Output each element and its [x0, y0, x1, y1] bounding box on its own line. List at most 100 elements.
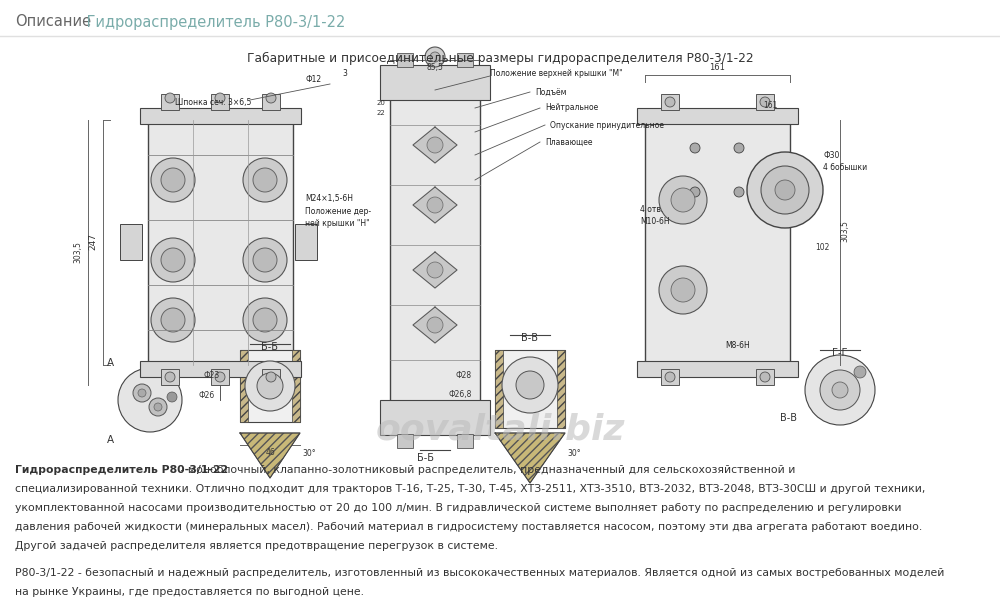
Bar — [637, 108, 798, 124]
Text: 20: 20 — [376, 100, 385, 106]
Text: 303,5: 303,5 — [74, 241, 82, 263]
Bar — [161, 94, 179, 110]
Circle shape — [427, 317, 443, 333]
Text: давления рабочей жидкости (минеральных масел). Рабочий материал в гидросистему п: давления рабочей жидкости (минеральных м… — [15, 522, 922, 532]
Polygon shape — [413, 127, 457, 163]
Bar — [240, 350, 300, 422]
Bar — [397, 434, 413, 448]
Polygon shape — [413, 307, 457, 343]
Text: Описание: Описание — [15, 14, 91, 29]
Text: 85,5: 85,5 — [427, 63, 443, 72]
Text: ней крышки "Н": ней крышки "Н" — [305, 219, 370, 228]
Text: Ф12: Ф12 — [305, 75, 321, 84]
Circle shape — [118, 368, 182, 432]
Bar — [390, 95, 480, 405]
Text: А: А — [106, 358, 114, 368]
Text: Ф26: Ф26 — [199, 390, 215, 399]
Bar — [140, 108, 301, 124]
Bar — [495, 350, 503, 428]
Circle shape — [215, 93, 225, 103]
Text: В-В: В-В — [780, 413, 797, 423]
Text: 4 бобышки: 4 бобышки — [823, 163, 867, 172]
Circle shape — [690, 143, 700, 153]
Text: 247: 247 — [88, 233, 98, 251]
Circle shape — [151, 238, 195, 282]
Polygon shape — [413, 187, 457, 223]
Circle shape — [253, 308, 277, 332]
Circle shape — [133, 384, 151, 402]
Bar — [637, 361, 798, 377]
Circle shape — [760, 97, 770, 107]
Bar — [211, 94, 229, 110]
Bar — [262, 94, 280, 110]
Text: Ф26,8: Ф26,8 — [449, 390, 472, 399]
Text: Положение дер-: Положение дер- — [305, 208, 371, 216]
Text: Гидрораспределитель Р80-3/1-22: Гидрораспределитель Р80-3/1-22 — [15, 465, 228, 475]
Text: Габаритные и присоединительные размеры гидрораспределителя Р80-3/1-22: Габаритные и присоединительные размеры г… — [247, 52, 753, 65]
Text: Опускание принудительное: Опускание принудительное — [550, 121, 664, 130]
Bar — [661, 369, 679, 385]
Text: укомплектованной насосами производительностью от 20 до 100 л/мин. В гидравлическ: укомплектованной насосами производительн… — [15, 503, 902, 513]
Text: 30°: 30° — [567, 448, 581, 457]
Bar — [756, 369, 774, 385]
Circle shape — [659, 266, 707, 314]
Text: М24×1,5-6Н: М24×1,5-6Н — [305, 194, 353, 203]
Circle shape — [430, 52, 440, 62]
Circle shape — [427, 262, 443, 278]
Circle shape — [154, 403, 162, 411]
Circle shape — [659, 176, 707, 224]
Text: Б-Б: Б-Б — [416, 453, 434, 463]
Text: на рынке Украины, где предоставляется по выгодной цене.: на рынке Украины, где предоставляется по… — [15, 587, 364, 597]
Circle shape — [734, 143, 744, 153]
Text: 46: 46 — [265, 448, 275, 457]
Circle shape — [665, 372, 675, 382]
Bar — [120, 224, 142, 260]
Circle shape — [425, 47, 445, 67]
Text: Ф23: Ф23 — [204, 371, 220, 380]
Circle shape — [427, 137, 443, 153]
Bar — [295, 224, 317, 260]
Bar — [557, 350, 565, 428]
Circle shape — [253, 248, 277, 272]
Circle shape — [832, 382, 848, 398]
Text: Г-Г: Г-Г — [832, 348, 848, 358]
Bar — [140, 361, 301, 377]
Text: Другой задачей распределителя является предотвращение перегрузок в системе.: Другой задачей распределителя является п… — [15, 541, 498, 551]
Text: Р80-3/1-22 - безопасный и надежный распределитель, изготовленный из высококачест: Р80-3/1-22 - безопасный и надежный распр… — [15, 568, 944, 578]
Text: Ф30: Ф30 — [823, 151, 839, 160]
Circle shape — [805, 355, 875, 425]
Circle shape — [761, 166, 809, 214]
Bar — [661, 94, 679, 110]
Circle shape — [243, 158, 287, 202]
Bar — [148, 120, 293, 365]
Circle shape — [151, 158, 195, 202]
Bar — [457, 53, 473, 67]
Text: Положение верхней крышки "М": Положение верхней крышки "М" — [490, 69, 623, 78]
Polygon shape — [240, 433, 300, 478]
Text: 161: 161 — [709, 63, 725, 72]
Polygon shape — [495, 433, 565, 483]
Circle shape — [266, 93, 276, 103]
Circle shape — [760, 372, 770, 382]
Circle shape — [266, 372, 276, 382]
Circle shape — [215, 372, 225, 382]
Bar — [457, 434, 473, 448]
Circle shape — [149, 398, 167, 416]
Text: Гидрораспределитель Р80-3/1-22: Гидрораспределитель Р80-3/1-22 — [82, 14, 345, 29]
Text: 4 отв.: 4 отв. — [640, 206, 663, 215]
Circle shape — [775, 180, 795, 200]
Bar — [495, 350, 565, 428]
Bar — [240, 350, 248, 422]
Bar — [645, 120, 790, 365]
Polygon shape — [413, 252, 457, 288]
Circle shape — [671, 278, 695, 302]
Text: Б-Б: Б-Б — [262, 342, 278, 352]
Circle shape — [734, 187, 744, 197]
Bar — [211, 369, 229, 385]
Bar — [161, 369, 179, 385]
Circle shape — [165, 372, 175, 382]
Circle shape — [820, 370, 860, 410]
Text: 30°: 30° — [302, 448, 316, 457]
Circle shape — [671, 188, 695, 212]
Bar — [262, 369, 280, 385]
